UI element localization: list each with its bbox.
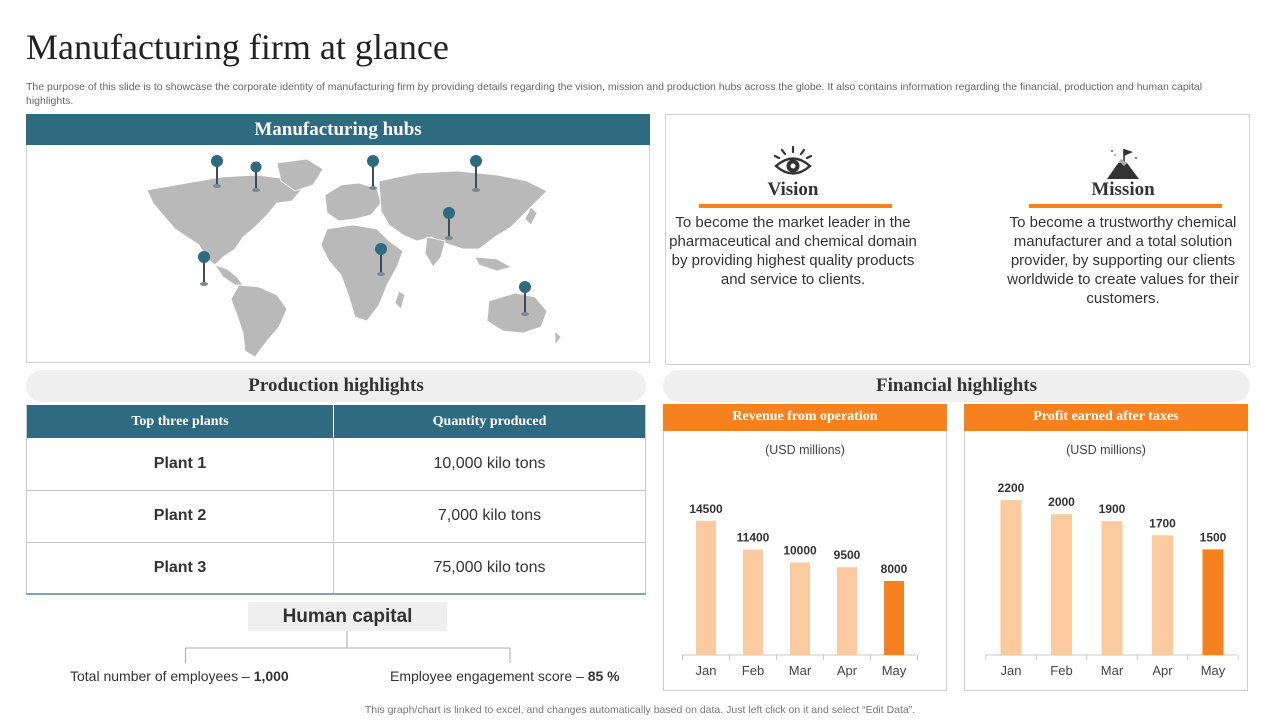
table-row: Plant 2 7,000 kilo tons [26, 490, 646, 543]
data-label: 2200 [998, 481, 1025, 495]
bar-may [884, 581, 904, 655]
vision-text: To become the market leader in the pharm… [669, 214, 917, 288]
plant-quantity: 75,000 kilo tons [333, 542, 646, 595]
data-label: 1700 [1149, 516, 1176, 530]
plant-quantity: 7,000 kilo tons [333, 490, 646, 543]
x-tick-label: Apr [1152, 663, 1173, 678]
table-header-row: Top three plants Quantity produced [26, 405, 646, 438]
page-subtitle: The purpose of this slide is to showcase… [26, 81, 1203, 107]
bar-jan [696, 520, 716, 655]
bar-apr [837, 567, 857, 655]
x-tick-label: Apr [837, 663, 858, 678]
map-pin-icon [367, 155, 379, 190]
data-label: 8000 [881, 562, 908, 576]
x-tick-label: Mar [1101, 663, 1124, 678]
data-label: 2000 [1048, 495, 1075, 509]
total-employees-value: 1,000 [253, 668, 289, 684]
data-label: 11400 [737, 531, 770, 545]
engagement-score: Employee engagement score – 85 % [390, 668, 620, 684]
data-label: 9500 [834, 548, 861, 562]
total-employees-label: Total number of employees – [70, 668, 254, 684]
world-map-icon [146, 155, 562, 358]
map-pin-icon [198, 251, 210, 286]
x-tick-label: Jan [1001, 663, 1022, 678]
mission-title: Mission [1091, 179, 1155, 200]
revenue-chart-unit: (USD millions) [765, 443, 845, 457]
bar-mar [1101, 521, 1123, 655]
human-capital-header: Human capital [248, 602, 447, 631]
x-tick-label: May [1201, 663, 1226, 678]
profit-chart-unit: (USD millions) [1066, 443, 1146, 457]
table-row: Plant 3 75,000 kilo tons [26, 542, 646, 595]
hub-pins [198, 155, 531, 316]
bar-mar [790, 562, 810, 655]
map-pin-icon [470, 155, 482, 192]
page-title: Manufacturing firm at glance [26, 27, 449, 67]
manufacturing-hubs-panel [26, 145, 650, 363]
map-pin-icon [250, 161, 262, 192]
production-highlights-header: Production highlights [26, 370, 646, 402]
x-tick-label: Jan [696, 663, 717, 678]
x-tick-label: Mar [789, 663, 812, 678]
footer-note: This graph/chart is linked to excel, and… [364, 704, 916, 716]
plant-quantity: 10,000 kilo tons [333, 438, 646, 491]
mission-text: To become a trustworthy chemical manufac… [1007, 214, 1239, 307]
profit-chart-title: Profit earned after taxes [964, 404, 1248, 431]
bar-feb [743, 549, 763, 655]
table-header-quantity: Quantity produced [333, 405, 646, 438]
data-label: 1500 [1200, 530, 1227, 544]
profit-bar-chart: 2200 Jan 2000 Feb 1900 Mar 1700 Apr 1500 May [985, 481, 1239, 678]
bar-apr [1152, 535, 1173, 655]
revenue-chart-title: Revenue from operation [663, 404, 947, 431]
mission-underline [1029, 204, 1222, 208]
mountain-flag-icon [1107, 149, 1139, 179]
engagement-score-label: Employee engagement score – [390, 668, 588, 684]
manufacturing-hubs-header: Manufacturing hubs [26, 114, 650, 145]
plant-name: Plant 1 [26, 438, 334, 491]
map-pin-icon [519, 281, 531, 316]
bar-feb [1051, 514, 1072, 655]
map-pin-icon [211, 155, 223, 188]
map-pin-icon [375, 243, 387, 276]
x-tick-label: Feb [742, 663, 764, 678]
vision-mission-panel: Vision To become the market leader in th… [665, 114, 1250, 365]
revenue-bar-chart: 14500 Jan 11400 Feb 10000 Mar 9500 Apr 8000 May [682, 502, 918, 678]
table-header-plants: Top three plants [26, 405, 334, 438]
x-tick-label: May [882, 663, 907, 678]
vision-title: Vision [767, 179, 819, 200]
bar-jan [1000, 500, 1022, 655]
financial-highlights-header: Financial highlights [663, 370, 1250, 402]
plant-name: Plant 2 [26, 490, 334, 543]
production-table: Top three plants Quantity produced Plant… [26, 405, 646, 595]
bar-may [1202, 549, 1224, 655]
profit-chart: (USD millions) 2200 Jan 2000 Feb 1900 Mar 1700… [964, 431, 1248, 691]
table-row: Plant 1 10,000 kilo tons [26, 438, 646, 491]
data-label: 10000 [783, 544, 817, 558]
data-label: 1900 [1099, 502, 1126, 516]
map-pin-icon [443, 207, 455, 240]
vision-underline [699, 204, 892, 208]
plant-name: Plant 3 [26, 542, 334, 595]
engagement-score-value: 85 % [587, 668, 620, 684]
revenue-chart: (USD millions) 14500 Jan 11400 Feb 10000 Mar 9… [663, 431, 947, 691]
total-employees: Total number of employees – 1,000 [70, 668, 289, 684]
x-tick-label: Feb [1050, 663, 1072, 678]
data-label: 14500 [689, 502, 723, 516]
eye-icon [773, 145, 813, 175]
human-capital-connector [185, 631, 511, 663]
